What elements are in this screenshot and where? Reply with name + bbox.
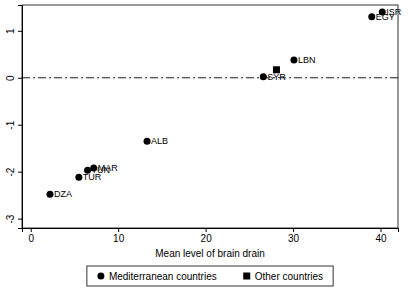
y-tick: -2 (5, 167, 22, 176)
y-tick: -3 (5, 214, 22, 223)
x-tick: 40 (375, 228, 387, 244)
y-tick-mark (18, 78, 22, 79)
plot-frame (22, 5, 398, 228)
y-tick-label: 1 (5, 28, 16, 34)
x-tick-label: 0 (28, 233, 34, 244)
point (290, 56, 297, 63)
legend-item: Other countries (243, 271, 323, 282)
y-tick: 0 (5, 75, 22, 81)
legend-label: Mediterranean countries (109, 271, 217, 282)
legend-box (87, 266, 333, 286)
x-tick: 0 (28, 228, 34, 244)
point-label: TUR (83, 172, 102, 182)
x-axis-title: Mean level of brain drain (155, 248, 265, 259)
y-axis-line (18, 6, 23, 229)
x-tick-label: 20 (201, 233, 213, 244)
y-tick-label: -2 (5, 167, 16, 176)
x-tick-mark (206, 228, 207, 232)
point-label: ALB (151, 136, 168, 146)
legend-symbol (97, 273, 104, 280)
y-tick-label: -3 (5, 214, 16, 223)
reference-line (22, 77, 398, 78)
plot-area (22, 9, 398, 198)
point (46, 191, 53, 198)
y-tick-label: 0 (5, 75, 16, 81)
y-tick-mark (18, 172, 22, 173)
x-axis-line (23, 229, 399, 233)
x-axis: 0 10 20 30 40 (23, 228, 399, 244)
y-axis: -3 -2 -1 0 1 (5, 6, 23, 229)
point-label: SYR (267, 72, 286, 82)
y-tick: 1 (5, 28, 22, 34)
legend-item: Mediterranean countries (97, 271, 216, 282)
point (260, 73, 267, 80)
x-tick-label: 40 (375, 233, 387, 244)
legend: Mediterranean countries Other countries (87, 266, 333, 286)
point (144, 138, 151, 145)
x-tick-mark (31, 228, 32, 232)
y-tick-mark (18, 219, 22, 220)
x-tick-mark (381, 228, 382, 232)
y-tick: -1 (5, 120, 22, 129)
legend-label: Other countries (255, 271, 323, 282)
point (368, 13, 375, 20)
x-tick-mark (118, 228, 119, 232)
point-labels: ISREGYLBNSYRALBMARTUNTURDZA (54, 7, 402, 199)
point-label: LBN (298, 55, 316, 65)
y-tick-label: -1 (5, 120, 16, 129)
point (75, 174, 82, 181)
x-tick: 30 (288, 228, 300, 244)
x-tick-label: 30 (288, 233, 300, 244)
y-tick-mark (18, 31, 22, 32)
x-tick: 20 (201, 228, 213, 244)
x-tick: 10 (113, 228, 125, 244)
y-tick-mark (18, 125, 22, 126)
x-tick-mark (293, 228, 294, 232)
x-tick-label: 10 (113, 233, 125, 244)
point-label: DZA (54, 189, 72, 199)
point-label: EGY (376, 12, 395, 22)
legend-symbol (243, 273, 250, 280)
chart: 010203040-3-2-101ISREGYLBNSYRALBMARTUNTU… (0, 0, 408, 293)
